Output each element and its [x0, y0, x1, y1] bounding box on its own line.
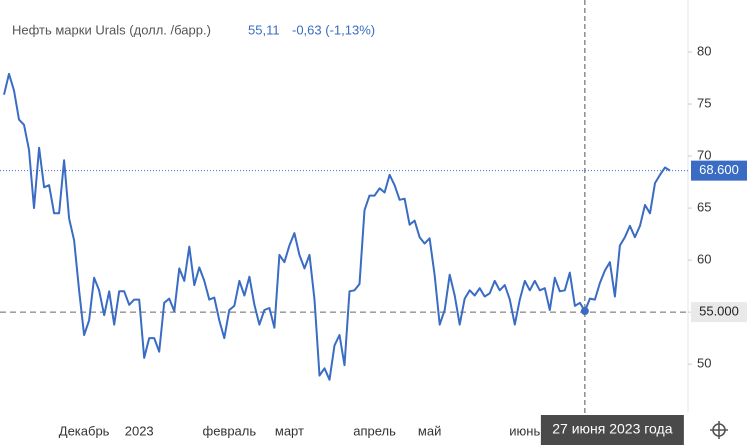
header-value: 55,11 [248, 22, 280, 37]
x-tick-label: 2023 [125, 423, 154, 438]
y-tick-label: 60 [697, 252, 711, 267]
x-tick-label: Декабрь [59, 423, 110, 438]
x-tick-label: апрель [353, 423, 396, 438]
settings-icon[interactable] [710, 421, 728, 439]
crosshair-value-label: 55.000 [699, 304, 739, 319]
y-tick-label: 70 [697, 147, 711, 162]
y-tick-label: 75 [697, 95, 711, 110]
price-line [3, 72, 671, 381]
x-tick-label: май [418, 423, 441, 438]
last-value-box [691, 160, 747, 181]
crosshair-value-box [691, 302, 747, 323]
x-tick-label: март [275, 423, 304, 438]
x-tick-label: февраль [203, 423, 257, 438]
crosshair-date-label: 27 июня 2023 года [552, 421, 672, 437]
crosshair-point [580, 307, 589, 316]
chart-title: Нефть марки Urals (долл. /барр.) [12, 22, 211, 37]
crosshair-date-box [540, 415, 684, 445]
y-tick-label: 65 [697, 200, 711, 215]
last-value-label: 68.600 [699, 162, 739, 177]
y-tick-label: 80 [697, 43, 711, 58]
y-tick-label: 50 [697, 356, 711, 371]
x-tick-label: июнь [509, 423, 540, 438]
header-change: -0,63 (-1,13%) [292, 22, 375, 37]
